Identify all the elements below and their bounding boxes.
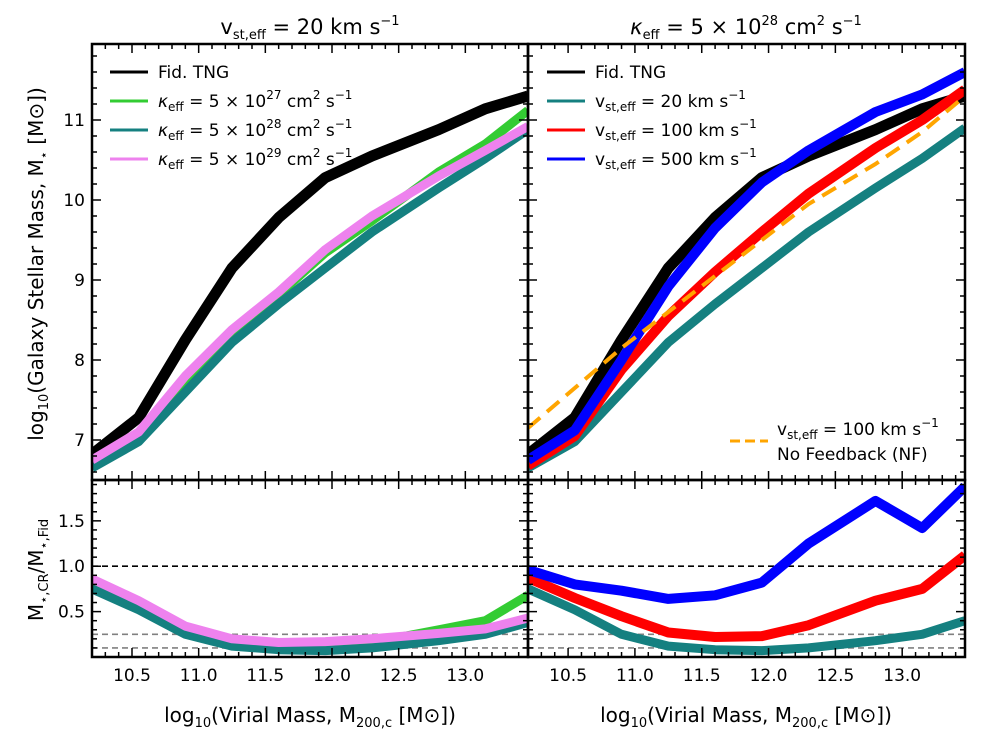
left-x-axis-label: log10(Virial Mass, M200,c [M⊙]): [164, 703, 456, 731]
legend-label: κeff = 5 × 1028 cm2 s−1: [158, 117, 352, 143]
x-tick-label: 12.5: [380, 666, 418, 686]
series-line-teal: [92, 125, 528, 472]
x-tick-label: 12.0: [750, 666, 788, 686]
legend-label: κeff = 5 × 1027 cm2 s−1: [158, 88, 352, 114]
right-x-axis-label: log10(Virial Mass, M200,c [M⊙]): [600, 703, 892, 731]
panel-bottom-left: 10.5 11.0 11.5 12.0 12.5 13.0 0.5 1.0 1.5: [58, 478, 530, 686]
legend-nf-label: vst,eff = 100 km s−1: [777, 416, 939, 442]
y-tick-label: 1.0: [58, 557, 85, 577]
x-tick-label: 11.5: [246, 666, 284, 686]
legend-label: Fid. TNG: [595, 63, 666, 83]
x-tick-label: 10.5: [549, 666, 587, 686]
x-tick-label: 11.5: [683, 666, 721, 686]
x-tick-label: 11.0: [180, 666, 218, 686]
x-tick-label: 13.0: [883, 666, 921, 686]
top-y-axis-label: log10(Galaxy Stellar Mass, M⋆ [M⊙]): [24, 87, 52, 441]
plot-area: [92, 565, 528, 656]
series-line-fid: [92, 90, 528, 459]
legend-label: vst,eff = 100 km s−1: [595, 117, 757, 143]
legend-label: Fid. TNG: [158, 63, 229, 83]
series-line-teal: [528, 124, 965, 472]
legend-no-feedback: vst,eff = 100 km s−1 No Feedback (NF): [730, 416, 939, 465]
legend-left: Fid. TNG κeff = 5 × 1027 cm2 s−1 κeff = 5 …: [110, 63, 352, 172]
series-line-fid: [528, 90, 965, 459]
series-line-blue: [528, 67, 965, 465]
y-tick-label: 9: [74, 271, 85, 291]
legend-label: vst,eff = 20 km s−1: [595, 88, 746, 114]
panel-top-right: [526, 42, 967, 482]
legend-label: κeff = 5 × 1029 cm2 s−1: [158, 146, 352, 172]
axes-frame: [526, 478, 967, 659]
series-line-red: [528, 551, 965, 642]
legend-nf-label-line2: No Feedback (NF): [777, 445, 928, 465]
series-line-pink: [92, 122, 528, 464]
series-line-teal: [528, 584, 965, 656]
x-tick-label: 10.5: [113, 666, 151, 686]
plot-area: [528, 482, 965, 656]
legend-right: Fid. TNG vst,eff = 20 km s−1 vst,eff = 100…: [547, 63, 757, 172]
y-tick-label: 1.5: [58, 512, 85, 532]
panel-bottom-right: 10.5 11.0 11.5 12.0 12.5 13.0: [526, 478, 967, 686]
legend-label: vst,eff = 500 km s−1: [595, 146, 757, 172]
series-line-blue: [528, 482, 965, 604]
right-panel-title: κeff = 5 × 1028 cm2 s−1: [630, 14, 862, 43]
left-panel-title: vst,eff = 20 km s−1: [220, 14, 399, 43]
y-tick-label: 10: [63, 191, 85, 211]
x-tick-label: 12.5: [816, 666, 854, 686]
series-line-orange: [528, 94, 965, 430]
plot-area: [528, 67, 965, 472]
y-tick-label: 11: [63, 111, 85, 131]
plot-area: [92, 90, 528, 472]
x-tick-label: 13.0: [446, 666, 484, 686]
x-tick-label: 11.0: [616, 666, 654, 686]
y-tick-label: 0.5: [58, 603, 85, 623]
bottom-y-axis-label: M⋆,CR/M⋆,Fid: [24, 519, 52, 621]
series-line-teal: [92, 584, 528, 656]
x-tick-label: 12.0: [313, 666, 351, 686]
y-tick-label: 8: [74, 351, 85, 371]
series-line-pink: [92, 574, 528, 647]
y-tick-label: 7: [74, 431, 85, 451]
